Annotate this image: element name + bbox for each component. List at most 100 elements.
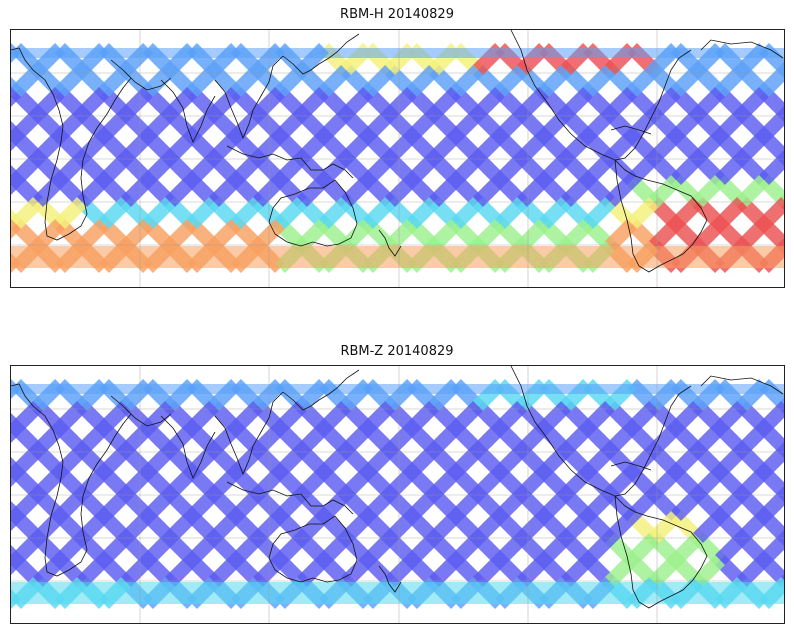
swath-track-segment [561, 533, 593, 565]
swath-track-segment [385, 401, 417, 433]
swath-track-segment [583, 197, 615, 229]
swath-track-segment [11, 489, 43, 521]
swath-track-segment [451, 153, 483, 185]
swath-track-segment [11, 401, 43, 433]
swath-track-segment [605, 423, 637, 455]
swath-track-segment [99, 401, 131, 433]
swath-track-segment [319, 423, 351, 455]
swath-track-segment [671, 533, 703, 565]
swath-track-segment [561, 219, 593, 251]
swath-track-segment [473, 401, 505, 433]
swath-band-north [11, 48, 784, 58]
swath-track-segment [539, 131, 571, 163]
swath-track-segment [649, 511, 681, 543]
coastline-new-zealand [378, 565, 402, 593]
swath-track-segment [429, 175, 461, 207]
swath-track-segment [671, 511, 703, 543]
swath-track-segment [77, 175, 109, 207]
swath-track-segment [473, 555, 505, 587]
swath-track-segment [649, 219, 681, 251]
swath-track-segment [165, 87, 197, 119]
swath-track-segment [715, 65, 747, 97]
swath-track-segment [11, 511, 21, 531]
swath-track-segment [517, 555, 549, 587]
swath-track-segment [55, 401, 87, 433]
coastline-india [160, 415, 216, 479]
swath-track-segment [77, 423, 109, 455]
swath-track-segment [385, 87, 417, 119]
swath-track-segment [33, 131, 65, 163]
swath-track-segment [583, 131, 615, 163]
swath-track-segment [561, 175, 593, 207]
swath-track-segment [363, 445, 395, 477]
coastline-east-asia [282, 369, 360, 411]
coastline-africa-east [11, 47, 132, 241]
swath-track-segment [671, 401, 703, 433]
swath-track-segment [759, 65, 784, 97]
swath-track-segment [495, 153, 527, 185]
swath-track-segment [143, 197, 175, 229]
swath-track-segment [671, 65, 703, 97]
coastlines [11, 366, 784, 609]
swath-track-segment [583, 533, 615, 565]
swath-track-segment [451, 533, 483, 565]
swath-track-segment [11, 153, 43, 185]
swath-track-segment [737, 87, 769, 119]
swath-track-segment [759, 489, 784, 521]
swath-track-segment [385, 511, 417, 543]
swath-track-segment [715, 153, 747, 185]
swath-track-segment [319, 467, 351, 499]
swath-track-segment [385, 423, 417, 455]
swath-track-segment [11, 555, 21, 575]
swath-track-segment [11, 197, 43, 229]
swath-track-segment [451, 197, 483, 229]
swath-track-segment [77, 219, 109, 251]
swath-track-segment [165, 131, 197, 163]
swath-track-segment [627, 489, 659, 521]
swath-track-segment [495, 489, 527, 521]
swath-track-segment [187, 109, 219, 141]
swath-track-segment [11, 423, 21, 443]
swath-track-segment [715, 489, 747, 521]
swath-track-segment [209, 555, 241, 587]
swath-track-segment [99, 109, 131, 141]
swath-track-segment [539, 511, 571, 543]
swath-track-segment [121, 219, 153, 251]
swath-track-segment [341, 87, 373, 119]
swath-track-segment [187, 445, 219, 477]
swath-track-segment [187, 153, 219, 185]
swath-track-segment [605, 533, 637, 565]
swath-track-segment [495, 109, 527, 141]
swath-track-segment [451, 445, 483, 477]
swath-track-segment [77, 87, 109, 119]
swath-track-segment [385, 175, 417, 207]
coastline-arabia [110, 395, 172, 427]
swath-track-segment [319, 65, 351, 97]
swath-track-segment [649, 467, 681, 499]
swath-track-segment [363, 401, 395, 433]
coastline-australia [268, 179, 358, 247]
swath-track-segment [561, 423, 593, 455]
swath-track-segment [715, 401, 747, 433]
swath-track-segment [693, 87, 725, 119]
coastline-africa-east [11, 383, 132, 577]
coastline-east-asia [282, 33, 360, 75]
swath-track-segment [275, 401, 307, 433]
swath-track-segment [275, 65, 307, 97]
swath-layer [11, 379, 784, 609]
swath-track-segment [11, 87, 21, 107]
swath-track-segment [11, 175, 21, 195]
swath-track-segment [737, 423, 769, 455]
swath-track-segment [165, 219, 197, 251]
swath-track-segment [341, 467, 373, 499]
swath-track-segment [319, 489, 351, 521]
swath-track-segment [715, 445, 747, 477]
swath-track-segment [275, 423, 307, 455]
swath-track-segment [11, 121, 21, 141]
coastline-indochina [214, 55, 284, 140]
panel-title-bottom: RBM-Z 20140829 [340, 344, 454, 359]
swath-track-segment [55, 445, 87, 477]
swath-track-segment [121, 87, 153, 119]
swath-track-segment [143, 131, 175, 163]
swath-track-segment [297, 445, 329, 477]
